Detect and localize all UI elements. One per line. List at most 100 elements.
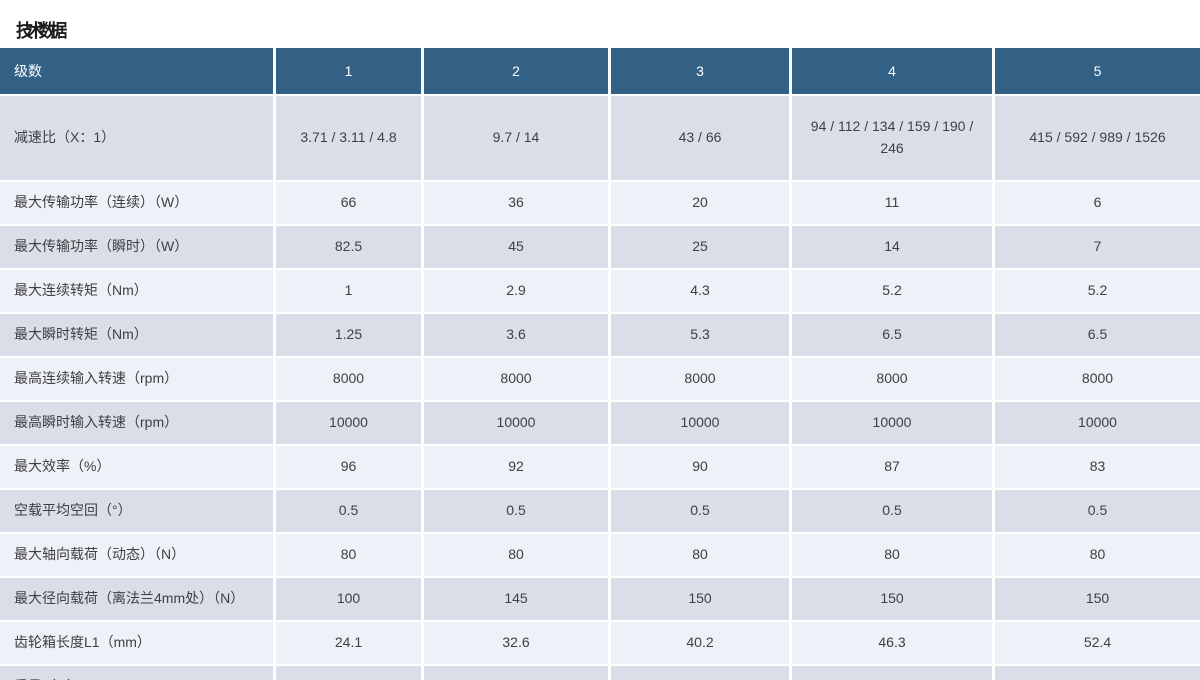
col-header-stages: 级数 <box>0 48 276 96</box>
table-row: 最大径向载荷（离法兰4mm处）（N） 100 145 150 150 150 <box>0 578 1200 622</box>
row-label: 最大瞬时转矩（Nm） <box>0 314 276 358</box>
table-row: 最大连续转矩（Nm） 1 2.9 4.3 5.2 5.2 <box>0 270 1200 314</box>
table-row: 最高连续输入转速（rpm） 8000 8000 8000 8000 8000 <box>0 358 1200 402</box>
cell-value: 3.6 <box>424 314 611 358</box>
table-header-row: 级数 1 2 3 4 5 <box>0 48 1200 96</box>
cell-value: 10000 <box>424 402 611 446</box>
cell-value: 63 <box>424 666 611 680</box>
table-row: 最大效率（%） 96 92 90 87 83 <box>0 446 1200 490</box>
cell-value: 94 / 112 / 134 / 159 / 190 / 246 <box>792 96 995 182</box>
cell-value: 40.2 <box>611 622 792 666</box>
table-row: 最大轴向载荷（动态）（N） 80 80 80 80 80 <box>0 534 1200 578</box>
cell-value: 6 <box>995 182 1200 226</box>
col-header-stage-1: 1 <box>276 48 424 96</box>
col-header-stage-2: 2 <box>424 48 611 96</box>
cell-value: 0.5 <box>276 490 424 534</box>
cell-value: 43 / 66 <box>611 96 792 182</box>
cell-value: 4.3 <box>611 270 792 314</box>
cell-value: 11 <box>792 182 995 226</box>
col-header-stage-3: 3 <box>611 48 792 96</box>
cell-value: 14 <box>792 226 995 270</box>
cell-value: 8000 <box>792 358 995 402</box>
cell-value: 80 <box>995 534 1200 578</box>
cell-value: 6.5 <box>792 314 995 358</box>
cell-value: 8000 <box>611 358 792 402</box>
cell-value: 1 <box>276 270 424 314</box>
table-row: 最高瞬时输入转速（rpm） 10000 10000 10000 10000 10000 <box>0 402 1200 446</box>
spec-table-head: 级数 1 2 3 4 5 <box>0 48 1200 96</box>
page-title-text: 技术数据 <box>16 20 67 41</box>
col-header-stage-5: 5 <box>995 48 1200 96</box>
cell-value: 52.4 <box>995 622 1200 666</box>
row-label: 空载平均空回（°） <box>0 490 276 534</box>
cell-value: 6.5 <box>995 314 1200 358</box>
cell-value: 150 <box>792 578 995 622</box>
table-row: 空载平均空回（°） 0.5 0.5 0.5 0.5 0.5 <box>0 490 1200 534</box>
cell-value: 3.71 / 3.11 / 4.8 <box>276 96 424 182</box>
row-label: 最大传输功率（瞬时）（W） <box>0 226 276 270</box>
cell-value: 80 <box>424 534 611 578</box>
cell-value: 5.3 <box>611 314 792 358</box>
row-label: 最大径向载荷（离法兰4mm处）（N） <box>0 578 276 622</box>
cell-value: 7 <box>995 226 1200 270</box>
cell-value: 32.6 <box>424 622 611 666</box>
row-label: 最大连续转矩（Nm） <box>0 270 276 314</box>
page-title: 技术数据 <box>16 11 1200 48</box>
row-label: 最高瞬时输入转速（rpm） <box>0 402 276 446</box>
cell-value: 8000 <box>424 358 611 402</box>
row-label: 最高连续输入转速（rpm） <box>0 358 276 402</box>
cell-value: 0.5 <box>611 490 792 534</box>
cell-value: 96 <box>276 446 424 490</box>
cell-value: 415 / 592 / 989 / 1526 <box>995 96 1200 182</box>
cell-value: 8000 <box>995 358 1200 402</box>
cell-value: 83 <box>995 446 1200 490</box>
spec-table-body: 减速比（X：1） 3.71 / 3.11 / 4.8 9.7 / 14 43 / 66… <box>0 96 1200 680</box>
cell-value: 5.2 <box>995 270 1200 314</box>
cell-value: 2.9 <box>424 270 611 314</box>
cell-value: 80 <box>611 534 792 578</box>
spec-table: 级数 1 2 3 4 5 减速比（X：1） 3.71 / 3.11 / 4.8 9.7 / 1… <box>0 48 1200 680</box>
cell-value: 102 <box>995 666 1200 680</box>
cell-value: 80 <box>792 534 995 578</box>
cell-value: 9.7 / 14 <box>424 96 611 182</box>
cell-value: 10000 <box>611 402 792 446</box>
cell-value: 82.5 <box>276 226 424 270</box>
cell-value: 100 <box>276 578 424 622</box>
row-label: 重量（G） <box>0 666 276 680</box>
table-row: 最大瞬时转矩（Nm） 1.25 3.6 5.3 6.5 6.5 <box>0 314 1200 358</box>
cell-value: 0.5 <box>424 490 611 534</box>
cell-value: 10000 <box>276 402 424 446</box>
cell-value: 46.3 <box>792 622 995 666</box>
cell-value: 8000 <box>276 358 424 402</box>
table-row: 最大传输功率（瞬时）（W） 82.5 45 25 14 7 <box>0 226 1200 270</box>
cell-value: 90 <box>611 446 792 490</box>
table-row: 减速比（X：1） 3.71 / 3.11 / 4.8 9.7 / 14 43 / 66… <box>0 96 1200 182</box>
cell-value: 150 <box>995 578 1200 622</box>
cell-value: 10000 <box>792 402 995 446</box>
cell-value: 145 <box>424 578 611 622</box>
cell-value: 88 <box>792 666 995 680</box>
table-row: 最大传输功率（连续）（W） 66 36 20 11 6 <box>0 182 1200 226</box>
cell-value: 25 <box>611 226 792 270</box>
cell-value: 10000 <box>995 402 1200 446</box>
table-row: 重量（G）68637688102 <box>0 666 1200 680</box>
cell-value: 87 <box>792 446 995 490</box>
cell-value: 76 <box>611 666 792 680</box>
cell-value: 1.25 <box>276 314 424 358</box>
row-label: 最大效率（%） <box>0 446 276 490</box>
cell-value: 0.5 <box>995 490 1200 534</box>
row-label: 减速比（X：1） <box>0 96 276 182</box>
cell-value: 68 <box>276 666 424 680</box>
cell-value: 150 <box>611 578 792 622</box>
table-row: 齿轮箱长度L1（mm） 24.1 32.6 40.2 46.3 52.4 <box>0 622 1200 666</box>
cell-value: 5.2 <box>792 270 995 314</box>
cell-value: 0.5 <box>792 490 995 534</box>
row-label: 齿轮箱长度L1（mm） <box>0 622 276 666</box>
cell-value: 66 <box>276 182 424 226</box>
cell-value: 80 <box>276 534 424 578</box>
cell-value: 20 <box>611 182 792 226</box>
cell-value: 92 <box>424 446 611 490</box>
col-header-stage-4: 4 <box>792 48 995 96</box>
row-label: 最大轴向载荷（动态）（N） <box>0 534 276 578</box>
row-label: 最大传输功率（连续）（W） <box>0 182 276 226</box>
